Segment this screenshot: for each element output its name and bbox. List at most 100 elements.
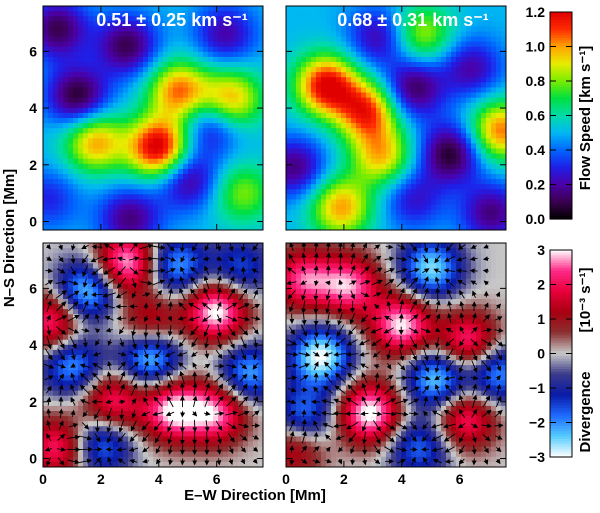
heatmap-cell xyxy=(198,97,204,104)
heatmap-cell xyxy=(238,67,244,73)
heatmap-cell xyxy=(366,174,372,180)
heatmap-cell xyxy=(331,31,337,38)
heatmap-cell xyxy=(238,97,244,104)
heatmap-cell xyxy=(133,11,139,17)
heatmap-cell xyxy=(401,148,407,155)
heatmap-cell xyxy=(371,219,377,226)
heatmap-cell xyxy=(296,82,302,89)
heatmap-cell xyxy=(386,143,392,150)
heatmap-cell xyxy=(78,339,84,346)
heatmap-cell xyxy=(258,102,263,109)
heatmap-cell xyxy=(118,174,124,180)
heatmap-cell xyxy=(286,184,292,190)
heatmap-cell xyxy=(248,62,254,68)
heatmap-cell xyxy=(381,6,387,12)
heatmap-cell xyxy=(326,112,332,119)
heatmap-cell xyxy=(173,278,179,285)
heatmap-cell xyxy=(213,11,219,17)
heatmap-cell xyxy=(68,123,74,129)
heatmap-cell xyxy=(63,158,69,165)
heatmap-cell xyxy=(198,283,204,290)
heatmap-cell xyxy=(178,87,184,94)
heatmap-cell xyxy=(88,334,94,341)
heatmap-cell xyxy=(371,87,377,94)
heatmap-cell xyxy=(296,168,302,175)
heatmap-cell xyxy=(118,344,124,351)
heatmap-cell xyxy=(163,77,169,83)
heatmap-cell xyxy=(88,219,94,226)
heatmap-cell xyxy=(471,31,477,38)
heatmap-cell xyxy=(336,107,342,114)
heatmap-cell xyxy=(88,184,94,190)
heatmap-cell xyxy=(173,324,179,331)
heatmap-cell xyxy=(296,148,302,155)
heatmap-cell xyxy=(133,288,139,295)
heatmap-cell xyxy=(296,21,302,27)
heatmap-cell xyxy=(361,21,367,27)
heatmap-cell xyxy=(108,11,114,17)
heatmap-cell xyxy=(253,148,259,155)
heatmap-cell xyxy=(128,370,134,376)
heatmap-cell xyxy=(58,46,64,53)
heatmap-cell xyxy=(386,128,392,134)
heatmap-cell xyxy=(163,248,169,254)
heatmap-cell xyxy=(258,174,263,180)
heatmap-cell xyxy=(316,189,322,195)
heatmap-cell xyxy=(48,293,54,300)
heatmap-cell xyxy=(138,214,144,221)
heatmap-cell xyxy=(173,224,179,230)
heatmap-cell xyxy=(356,6,362,12)
heatmap-cell xyxy=(451,179,457,185)
heatmap-cell xyxy=(366,179,372,185)
heatmap-cell xyxy=(138,309,144,315)
heatmap-cell xyxy=(233,168,239,175)
heatmap-cell xyxy=(481,62,487,68)
heatmap-cell xyxy=(133,51,139,58)
heatmap-cell xyxy=(163,324,169,331)
heatmap-cell xyxy=(396,184,402,190)
heatmap-cell xyxy=(223,283,229,290)
heatmap-cell xyxy=(58,334,64,341)
heatmap-cell xyxy=(83,199,89,206)
heatmap-cell xyxy=(88,299,94,305)
heatmap-cell xyxy=(188,46,194,53)
heatmap-cell xyxy=(436,21,442,27)
heatmap-cell xyxy=(386,174,392,180)
heatmap-cell xyxy=(53,344,59,351)
heatmap-cell xyxy=(243,309,249,315)
heatmap-cell xyxy=(371,199,377,206)
heatmap-cell xyxy=(238,11,244,17)
heatmap-cell xyxy=(286,36,292,43)
heatmap-cell xyxy=(461,214,467,221)
heatmap-cell xyxy=(431,123,437,129)
heatmap-cell xyxy=(43,258,49,264)
heatmap-cell xyxy=(466,143,472,150)
heatmap-cell xyxy=(213,293,219,300)
heatmap-cell xyxy=(233,112,239,119)
heatmap-cell xyxy=(486,51,492,58)
heatmap-cell xyxy=(148,21,154,27)
heatmap-cell xyxy=(486,214,492,221)
heatmap-cell xyxy=(118,248,124,254)
heatmap-cell xyxy=(93,319,99,326)
heatmap-cell xyxy=(183,304,189,310)
heatmap-cell xyxy=(43,199,49,206)
heatmap-cell xyxy=(223,194,229,201)
heatmap-cell xyxy=(213,204,219,211)
heatmap-cell xyxy=(88,329,94,336)
heatmap-cell xyxy=(286,194,292,201)
heatmap-cell xyxy=(198,87,204,94)
heatmap-cell xyxy=(366,219,372,226)
heatmap-cell xyxy=(481,153,487,160)
heatmap-cell xyxy=(311,224,317,230)
heatmap-cell xyxy=(286,204,292,211)
heatmap-cell xyxy=(441,51,447,58)
heatmap-cell xyxy=(208,214,214,221)
heatmap-cell xyxy=(421,118,427,124)
heatmap-cell xyxy=(103,219,109,226)
heatmap-cell xyxy=(93,278,99,285)
heatmap-cell xyxy=(446,51,452,58)
heatmap-cell xyxy=(213,67,219,73)
heatmap-cell xyxy=(416,36,422,43)
heatmap-cell xyxy=(183,107,189,114)
